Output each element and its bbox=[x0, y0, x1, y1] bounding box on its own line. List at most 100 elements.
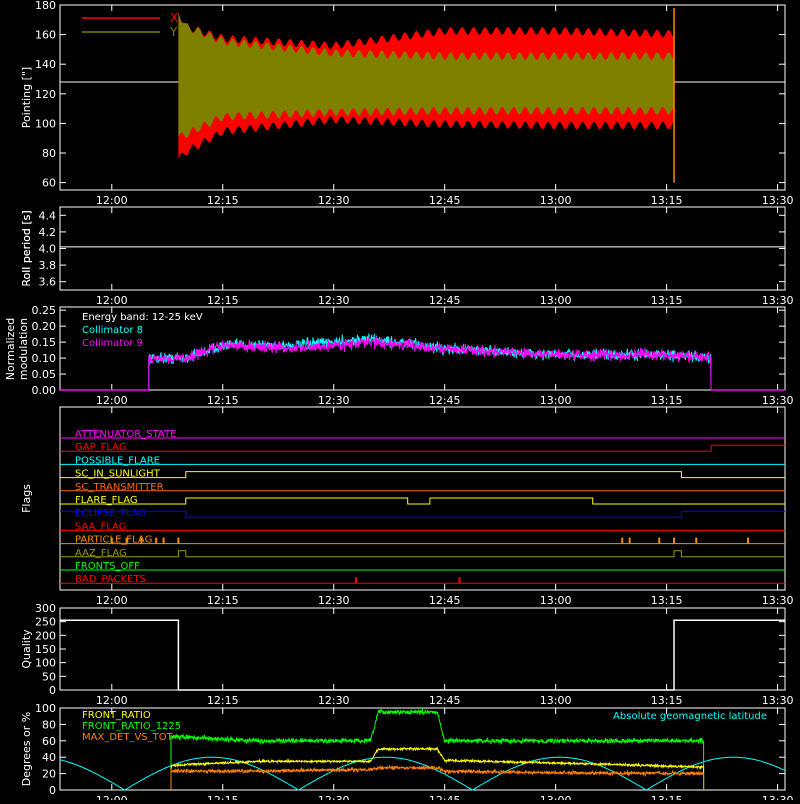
y-tick-label: 100 bbox=[35, 117, 56, 130]
flag-label: BAD_PACKETS bbox=[75, 574, 146, 585]
flag-label: SAA_FLAG bbox=[75, 521, 126, 532]
geomagnetic-latitude-label: Absolute geomagnetic latitude bbox=[613, 711, 767, 722]
x-tick-label: 12:15 bbox=[207, 594, 239, 607]
x-tick-label: 13:00 bbox=[540, 294, 572, 307]
flag-label: ATTENUATOR_STATE bbox=[75, 429, 176, 440]
x-tick-label: 12:30 bbox=[318, 394, 350, 407]
roll-period-panel: 12:00 12:15 12:30 12:45 13:00 13:15 13:30 3.6 3.… bbox=[20, 206, 794, 307]
y-tick-label: 4.4 bbox=[39, 209, 57, 222]
plot-frame bbox=[59, 406, 786, 591]
y-tick-label: 100 bbox=[35, 657, 56, 670]
plot-frame bbox=[59, 707, 786, 791]
legend-label: MAX_DET_VS_TOT bbox=[82, 732, 174, 743]
x-tick-label: 13:30 bbox=[762, 294, 794, 307]
x-tick-label: 13:30 bbox=[762, 694, 794, 707]
x-tick-label: 12:15 bbox=[207, 394, 239, 407]
y-tick-label: 0.05 bbox=[32, 368, 57, 381]
y-tick-label: 180 bbox=[35, 0, 56, 12]
y-tick-label: 0.20 bbox=[32, 320, 57, 333]
flag-label: POSSIBLE_FLARE bbox=[75, 455, 160, 466]
flag-line bbox=[60, 444, 785, 452]
ratio-series-front-ratio bbox=[170, 746, 705, 790]
y-tick-label: 0.25 bbox=[32, 304, 57, 317]
legend-label: FRONT_RATIO_1225 bbox=[82, 721, 181, 732]
y-axis-label: Quality bbox=[20, 629, 33, 669]
x-tick-label: 12:30 bbox=[318, 194, 350, 207]
x-tick-label: 13:30 bbox=[762, 394, 794, 407]
x-tick-label: 13:00 bbox=[540, 594, 572, 607]
x-tick-label: 12:45 bbox=[429, 594, 461, 607]
flags-panel: 12:00 12:15 12:30 12:45 13:00 13:15 13:30 Flags… bbox=[20, 406, 794, 607]
x-tick-label: 12:45 bbox=[429, 294, 461, 307]
x-tick-label: 12:30 bbox=[318, 594, 350, 607]
y-tick-label: 40 bbox=[42, 751, 56, 764]
y-tick-label: 50 bbox=[42, 670, 56, 683]
flag-label: SC_IN_SUNLIGHT bbox=[75, 469, 161, 480]
y-tick-label: 100 bbox=[35, 702, 56, 715]
x-tick-label: 12:00 bbox=[96, 194, 128, 207]
quality-panel: 12:00 12:15 12:30 12:45 13:00 13:15 13:30 05010… bbox=[20, 602, 793, 707]
y-tick-label: 3.8 bbox=[39, 259, 57, 272]
plot-frame bbox=[59, 306, 786, 391]
x-tick-label: 12:30 bbox=[318, 694, 350, 707]
modulation-series-collimator-9 bbox=[148, 335, 712, 391]
x-tick-label: 12:15 bbox=[207, 294, 239, 307]
x-tick-label: 13:15 bbox=[651, 594, 683, 607]
pointing-band-y bbox=[178, 11, 674, 138]
y-tick-label: 0.10 bbox=[32, 352, 57, 365]
y-axis-label-line2: modulation bbox=[17, 318, 30, 380]
legend-label: FRONT_RATIO bbox=[82, 710, 151, 721]
y-tick-label: 4.0 bbox=[39, 243, 57, 256]
flag-label: PARTICLE_FLAG bbox=[75, 535, 152, 546]
y-tick-label: 0 bbox=[49, 684, 56, 697]
x-tick-label: 12:45 bbox=[429, 794, 461, 800]
x-tick-label: 12:30 bbox=[318, 294, 350, 307]
x-tick-label: 12:00 bbox=[96, 794, 128, 800]
y-tick-label: 0.15 bbox=[32, 336, 57, 349]
x-tick-label: 13:00 bbox=[540, 394, 572, 407]
x-tick-label: 13:00 bbox=[540, 794, 572, 800]
flag-line bbox=[60, 471, 785, 479]
x-tick-label: 13:15 bbox=[651, 294, 683, 307]
y-tick-label: 0 bbox=[49, 784, 56, 797]
y-tick-label: 300 bbox=[35, 602, 56, 615]
y-tick-label: 60 bbox=[42, 735, 56, 748]
legend-label: Energy band: 12-25 keV bbox=[82, 312, 203, 323]
x-tick-label: 13:30 bbox=[762, 194, 794, 207]
x-tick-label: 12:15 bbox=[207, 194, 239, 207]
y-tick-label: 4.2 bbox=[39, 226, 57, 239]
x-tick-label: 12:00 bbox=[96, 294, 128, 307]
x-tick-label: 12:45 bbox=[429, 394, 461, 407]
y-tick-label: 140 bbox=[35, 58, 56, 71]
plot-frame bbox=[59, 4, 786, 191]
legend-label-y: Y bbox=[169, 25, 178, 39]
y-tick-label: 0.00 bbox=[32, 384, 57, 397]
y-tick-label: 80 bbox=[42, 718, 56, 731]
y-axis-label: Degrees or % bbox=[20, 712, 33, 786]
x-tick-label: 13:30 bbox=[762, 594, 794, 607]
quality-line bbox=[60, 619, 785, 691]
flag-line bbox=[60, 510, 785, 518]
y-tick-label: 160 bbox=[35, 29, 56, 42]
ratio-series-front-ratio-1225 bbox=[170, 707, 705, 790]
y-tick-label: 200 bbox=[35, 629, 56, 642]
flag-line bbox=[60, 497, 785, 505]
x-tick-label: 12:45 bbox=[429, 694, 461, 707]
y-tick-label: 3.6 bbox=[39, 276, 57, 289]
x-tick-label: 13:15 bbox=[651, 394, 683, 407]
y-axis-label: Roll period [s] bbox=[20, 210, 33, 286]
x-tick-label: 12:30 bbox=[318, 794, 350, 800]
x-tick-label: 13:00 bbox=[540, 694, 572, 707]
flag-label: GAP_FLAG bbox=[75, 442, 127, 453]
legend-label: Collimator 9 bbox=[82, 338, 143, 349]
legend-label: Collimator 8 bbox=[82, 325, 143, 336]
x-tick-label: 13:30 bbox=[762, 794, 794, 800]
flag-label: FRONTS_OFF bbox=[75, 561, 140, 572]
flag-label: ECLIPSE_FLAG bbox=[75, 508, 146, 519]
flag-line bbox=[60, 550, 785, 558]
y-tick-label: 60 bbox=[42, 177, 56, 190]
flag-label: AAZ_FLAG bbox=[75, 548, 127, 559]
